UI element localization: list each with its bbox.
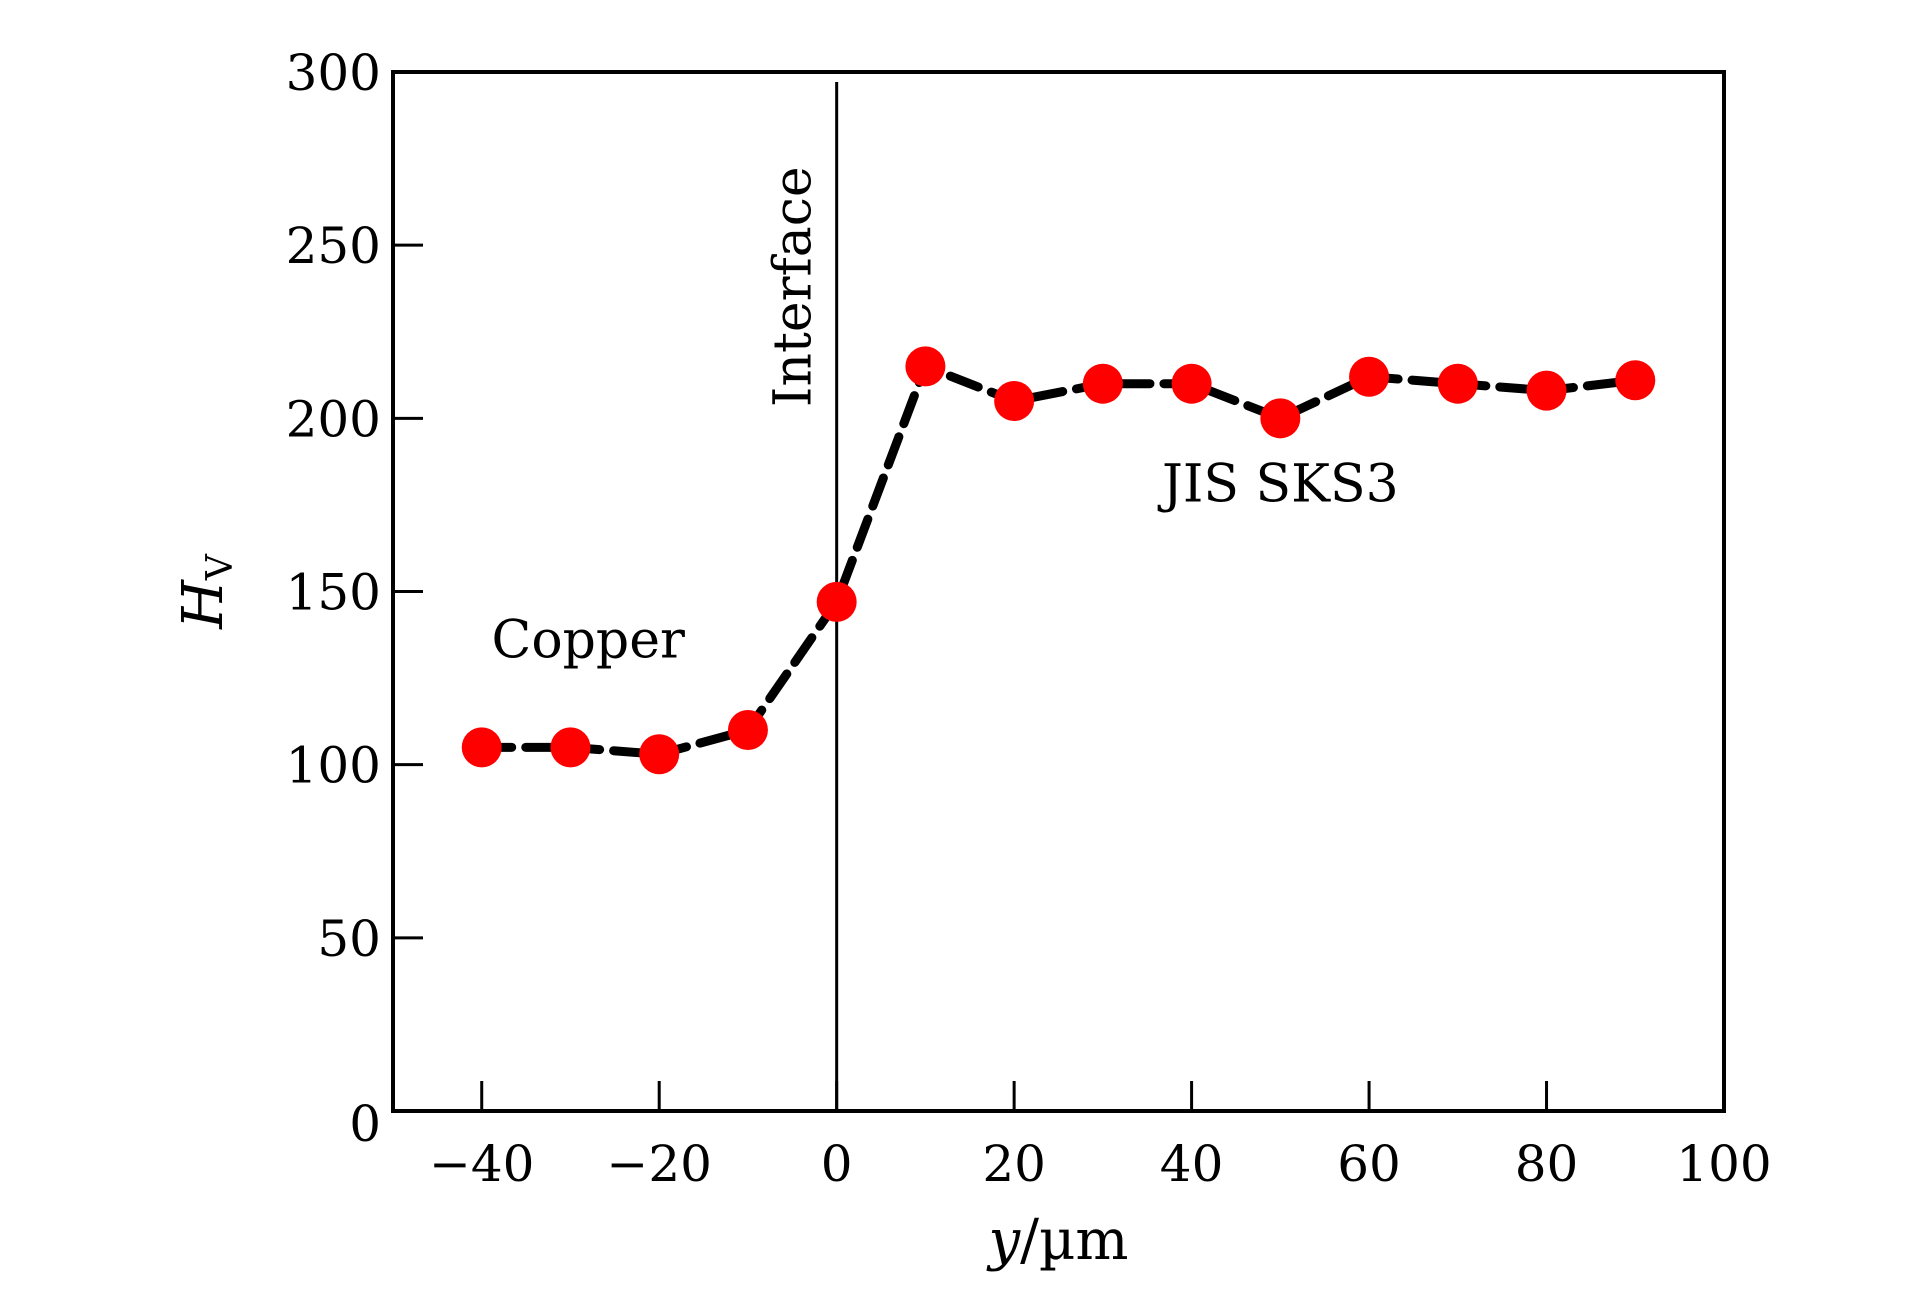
data-point bbox=[905, 346, 946, 387]
x-tick-label: 20 bbox=[982, 1135, 1046, 1193]
x-axis-label-unit: /µm bbox=[1020, 1208, 1128, 1273]
y-axis-ticks: 0 50 100 150 200 250 300 bbox=[286, 44, 423, 1153]
x-tick-label: 0 bbox=[821, 1135, 853, 1193]
plot-frame bbox=[391, 70, 1726, 1113]
x-axis-label-variable: y bbox=[985, 1208, 1021, 1273]
x-tick-label: 60 bbox=[1337, 1135, 1401, 1193]
y-tick-label: 250 bbox=[286, 217, 381, 275]
plot-area-border bbox=[391, 70, 1726, 1113]
annotation-label: JIS SKS3 bbox=[1157, 454, 1399, 514]
y-tick-label: 100 bbox=[286, 737, 381, 795]
y-axis-label-subscript: V bbox=[200, 553, 241, 581]
y-tick-label: 150 bbox=[286, 564, 381, 622]
y-tick-label: 0 bbox=[349, 1095, 381, 1153]
x-tick-label: 40 bbox=[1160, 1135, 1224, 1193]
data-point bbox=[816, 581, 857, 622]
y-tick-label: 50 bbox=[317, 910, 381, 968]
data-point bbox=[1437, 363, 1478, 404]
y-tick-label: 300 bbox=[286, 44, 381, 102]
data-point bbox=[1082, 363, 1123, 404]
x-tick-label: −40 bbox=[429, 1135, 535, 1193]
x-axis-ticks: −40 −20 0 20 40 60 80 100 bbox=[429, 1081, 1772, 1193]
x-tick-label: 100 bbox=[1676, 1135, 1771, 1193]
data-point bbox=[994, 381, 1035, 422]
data-point bbox=[1615, 360, 1656, 401]
series-line bbox=[477, 361, 1640, 759]
data-point bbox=[1171, 363, 1212, 404]
data-point bbox=[550, 727, 591, 768]
data-point bbox=[727, 710, 768, 751]
x-tick-label: −20 bbox=[606, 1135, 712, 1193]
y-axis-label-symbol: H bbox=[171, 579, 236, 630]
data-point bbox=[1349, 356, 1390, 397]
annotations-group: Copper JIS SKS3 bbox=[492, 454, 1399, 670]
x-tick-label: 80 bbox=[1515, 1135, 1579, 1193]
annotation-label: Copper bbox=[492, 610, 685, 670]
y-tick-label: 200 bbox=[286, 390, 381, 448]
data-point bbox=[1526, 370, 1567, 411]
data-point bbox=[639, 734, 680, 775]
x-axis-label: y/µm bbox=[985, 1208, 1128, 1273]
y-axis-label: HV bbox=[171, 553, 241, 630]
series-group bbox=[461, 346, 1656, 775]
interface-label: Interface bbox=[764, 166, 824, 407]
data-point bbox=[1260, 398, 1301, 439]
data-point bbox=[461, 727, 502, 768]
